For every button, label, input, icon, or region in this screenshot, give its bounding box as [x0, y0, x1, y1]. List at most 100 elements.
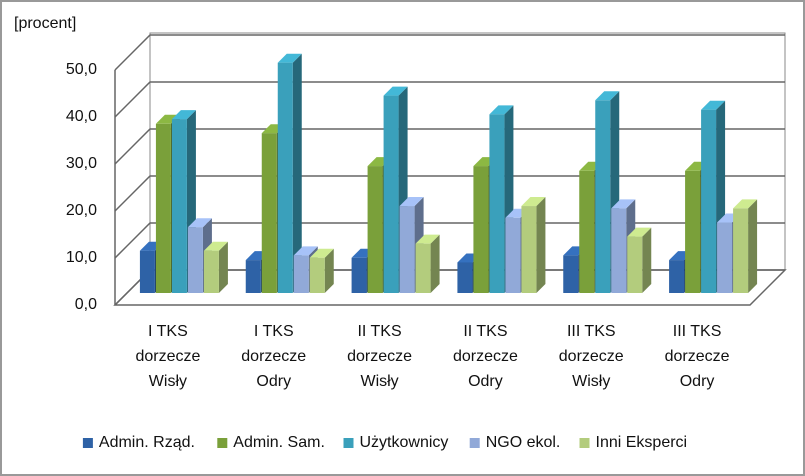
bar-top	[187, 218, 212, 228]
bar-top	[701, 100, 726, 110]
x-tick-label: III TKS	[567, 323, 616, 340]
x-tick-label: dorzecze	[559, 348, 624, 365]
bar-top	[489, 105, 514, 115]
bar	[367, 166, 383, 293]
bar-group	[309, 248, 334, 293]
x-tick-label: Wisły	[360, 373, 398, 390]
bar	[489, 114, 505, 294]
bar-top	[309, 248, 334, 258]
bar-top	[293, 246, 318, 256]
x-tick-label: Wisły	[572, 373, 610, 390]
bar	[245, 260, 261, 293]
bar	[415, 243, 431, 293]
bar	[203, 250, 219, 293]
bar-top	[399, 197, 424, 207]
grid-line	[114, 128, 785, 165]
bar	[383, 95, 399, 293]
grid-line	[114, 222, 785, 259]
y-tick-label: 30,0	[66, 155, 97, 172]
bar-top	[171, 110, 196, 120]
bar-side	[748, 199, 758, 293]
bar	[473, 166, 489, 293]
bar	[399, 206, 415, 293]
grid-line	[114, 175, 785, 212]
bar	[171, 119, 187, 293]
bar-top	[627, 227, 652, 237]
bar-top	[203, 241, 228, 251]
bar	[293, 255, 309, 293]
grid-line	[114, 34, 785, 71]
bar-top	[611, 199, 636, 209]
x-tick-label: II TKS	[463, 323, 507, 340]
bar-side	[218, 241, 228, 293]
grid-line	[114, 81, 785, 118]
bar-top	[155, 114, 180, 124]
legend-swatch	[343, 438, 354, 448]
x-tick-label: dorzecze	[241, 348, 306, 365]
bar-top	[733, 199, 758, 209]
bar-side	[430, 234, 440, 293]
bar	[701, 109, 717, 293]
bar	[261, 133, 277, 293]
bar	[579, 170, 595, 293]
bar-group	[203, 241, 228, 293]
legend-label: NGO ekol.	[486, 434, 561, 451]
x-tick-label: Odry	[680, 373, 715, 390]
bar-group	[521, 197, 546, 293]
y-tick-label: 40,0	[66, 108, 97, 125]
legend-swatch	[82, 438, 93, 448]
bar	[563, 255, 579, 293]
bar	[717, 222, 733, 293]
y-tick-label: 50,0	[66, 61, 97, 78]
x-tick-label: dorzecze	[453, 348, 518, 365]
legend-label: Inni Eksperci	[596, 434, 688, 451]
bar-side	[324, 248, 334, 293]
bar-side	[292, 53, 302, 294]
y-tick-label: 10,0	[66, 249, 97, 266]
x-tick-label: I TKS	[254, 323, 294, 340]
bar-group	[415, 234, 440, 293]
x-tick-label: II TKS	[357, 323, 401, 340]
bar	[611, 208, 627, 293]
x-tick-label: dorzecze	[665, 348, 730, 365]
legend-label: Admin. Rząd.	[99, 434, 195, 451]
x-tick-label: III TKS	[673, 323, 722, 340]
bar-top	[595, 91, 620, 101]
bar	[595, 100, 611, 293]
bar	[627, 236, 643, 293]
bar	[187, 227, 203, 293]
bar	[139, 250, 155, 293]
bar	[521, 206, 537, 293]
bar	[457, 262, 473, 293]
bar	[505, 217, 521, 293]
bar-top	[383, 86, 408, 96]
bar-group	[277, 53, 302, 294]
x-tick-label: I TKS	[148, 323, 188, 340]
y-tick-label: 0,0	[75, 296, 97, 313]
y-tick-label: 20,0	[66, 202, 97, 219]
legend-label: Admin. Sam.	[233, 434, 325, 451]
legend-label: Użytkownicy	[360, 434, 449, 451]
x-tick-label: Odry	[468, 373, 503, 390]
x-tick-label: Wisły	[149, 373, 187, 390]
x-tick-label: dorzecze	[135, 348, 200, 365]
bar	[733, 208, 749, 293]
x-tick-label: Odry	[256, 373, 291, 390]
bar-top	[521, 197, 546, 207]
bar-top	[277, 53, 302, 63]
bar-top	[415, 234, 440, 244]
x-tick-label: dorzecze	[347, 348, 412, 365]
bar	[155, 123, 171, 293]
bar-side	[536, 197, 546, 293]
legend-swatch	[217, 438, 228, 448]
bar	[685, 170, 701, 293]
legend-swatch	[579, 438, 590, 448]
bar-group	[627, 227, 652, 293]
bar	[309, 257, 325, 293]
legend-swatch	[469, 438, 480, 448]
bar-group	[733, 199, 758, 293]
bar	[351, 257, 367, 293]
bar	[277, 62, 293, 294]
bar	[669, 260, 685, 293]
